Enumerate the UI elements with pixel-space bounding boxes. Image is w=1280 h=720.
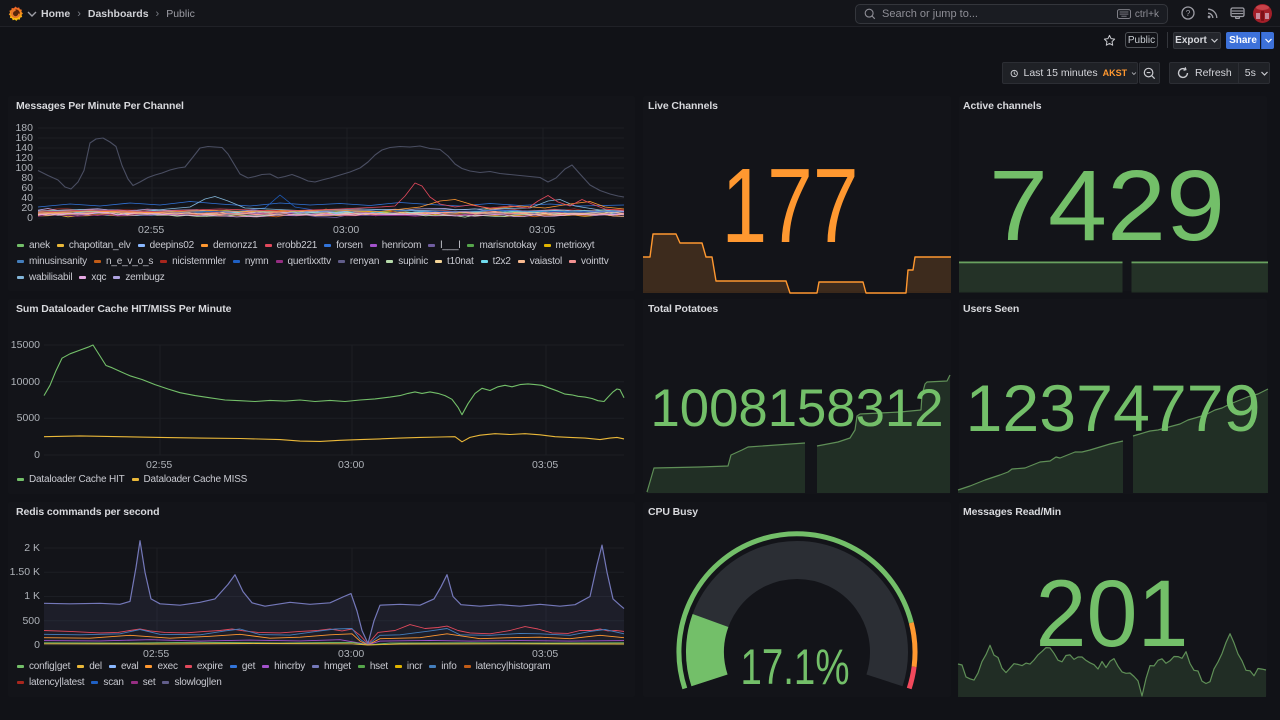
svg-text:12374779: 12374779 xyxy=(966,371,1261,445)
svg-text:177: 177 xyxy=(722,147,859,265)
svg-text:17.1%: 17.1% xyxy=(741,639,850,695)
svg-text:?: ? xyxy=(1186,8,1191,18)
svg-text:7429: 7429 xyxy=(989,150,1225,262)
svg-text:1008158312: 1008158312 xyxy=(651,379,944,438)
svg-text:201: 201 xyxy=(1036,561,1189,667)
